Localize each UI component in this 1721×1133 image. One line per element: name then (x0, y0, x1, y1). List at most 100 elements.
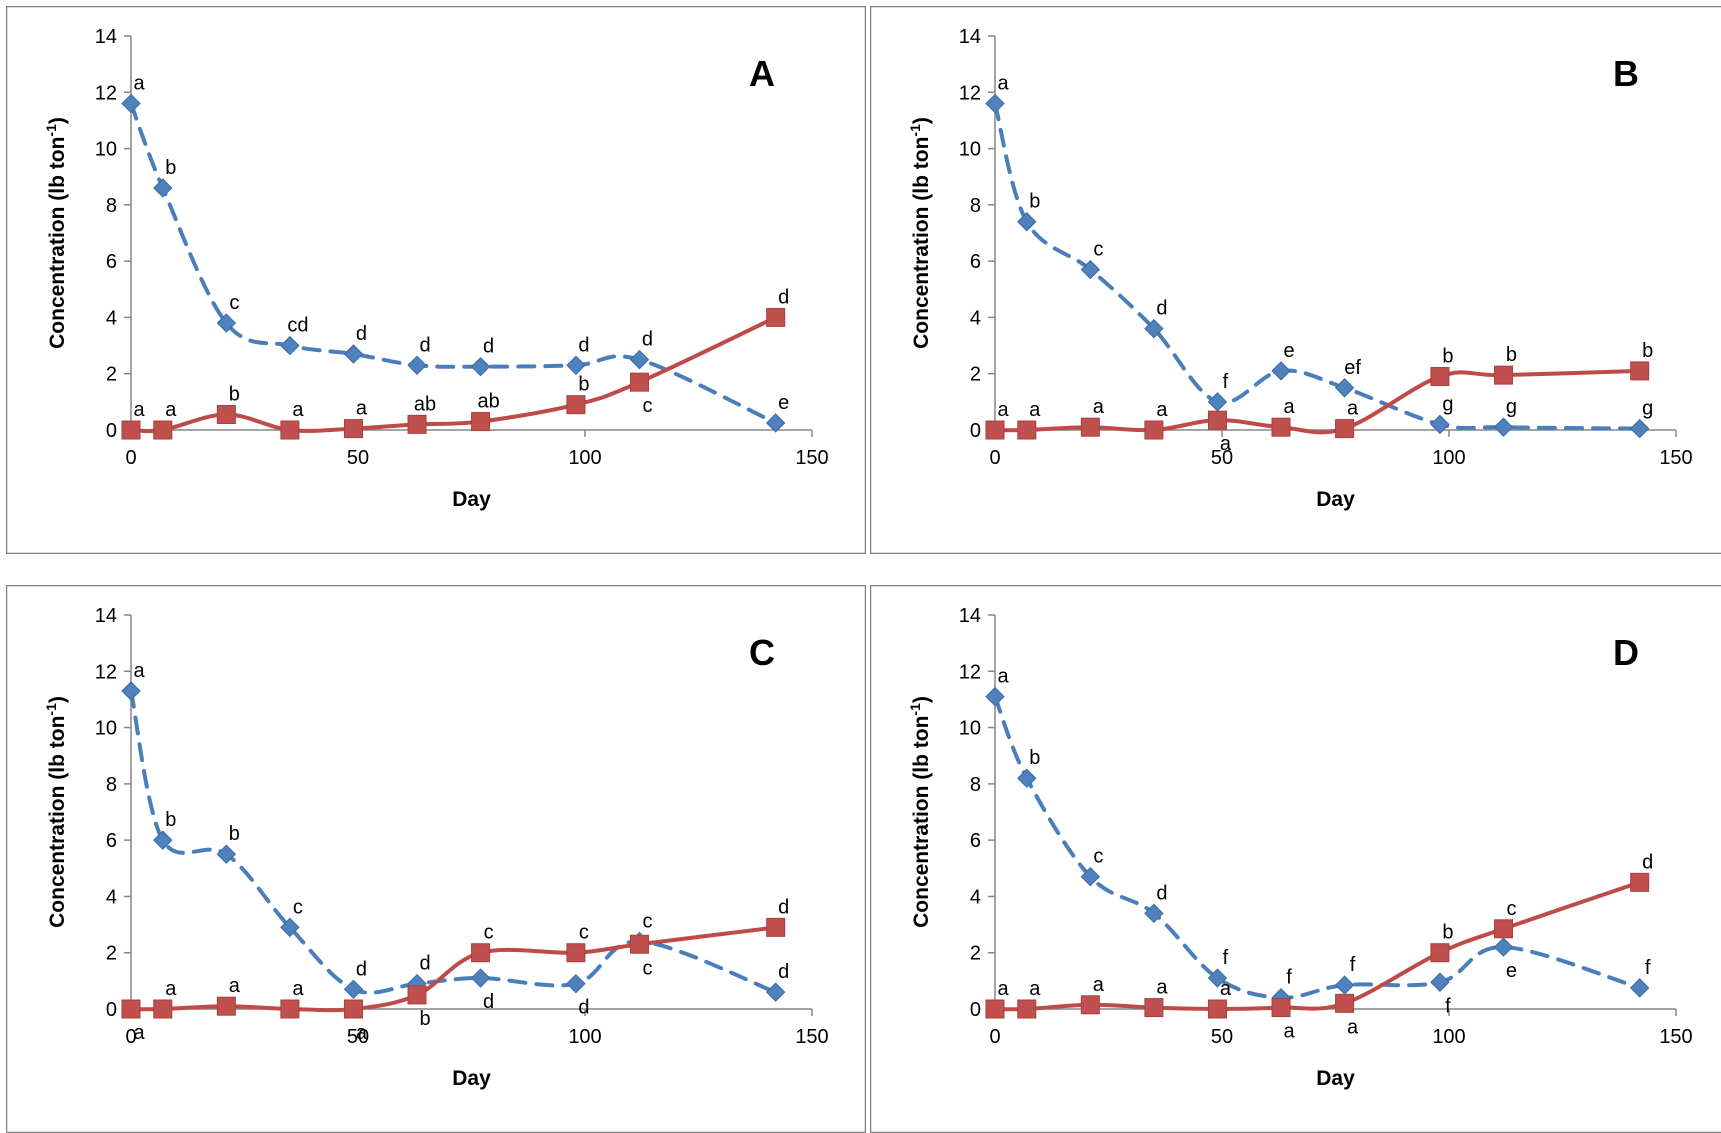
series-solid-marker (1208, 411, 1226, 429)
x-tick-label: 50 (1211, 1026, 1233, 1048)
y-axis-title-superscript: -1 (43, 703, 59, 716)
series-solid-marker (1145, 421, 1163, 439)
series-solid-significance-label: a (1029, 978, 1041, 1000)
y-tick-label: 10 (959, 718, 981, 740)
series-solid-marker (1018, 421, 1036, 439)
series-solid-significance-label: a (356, 1022, 368, 1044)
series-dashed-significance-label: e (778, 392, 789, 414)
series-solid-significance-label: b (1642, 340, 1653, 362)
series-dashed-significance-label: c (1093, 846, 1103, 868)
y-tick-label: 6 (970, 830, 981, 852)
y-tick-label: 6 (970, 251, 981, 273)
x-tick-label: 0 (989, 447, 1000, 469)
series-solid-significance-label: c (579, 922, 589, 944)
y-axis-title: Concentration (lb ton-1) (43, 696, 69, 928)
series-solid-significance-label: c (484, 922, 494, 944)
series-solid-significance-label: a (1156, 977, 1168, 999)
series-dashed-significance-label: f (1445, 995, 1451, 1017)
series-solid-marker (1018, 1000, 1036, 1018)
series-solid-significance-label: ab (414, 393, 436, 415)
series-solid-significance-label: a (1156, 399, 1168, 421)
series-solid-significance-label: b (1442, 346, 1453, 368)
series-dashed-significance-label: b (165, 157, 176, 179)
x-tick-label: 50 (347, 447, 369, 469)
y-axis-title: Concentration (lb ton-1) (907, 117, 933, 349)
series-dashed-significance-label: e (1283, 340, 1294, 362)
series-solid-significance-label: c (642, 957, 652, 979)
series-solid-marker (567, 944, 585, 962)
y-axis-title-main: Concentration (lb ton (910, 716, 933, 928)
y-axis-title-main: Concentration (lb ton (910, 137, 933, 349)
series-solid-marker (986, 421, 1004, 439)
series-solid-significance-label: b (229, 384, 240, 406)
x-axis-title: Day (1316, 488, 1355, 511)
y-axis-title-close: ) (910, 696, 933, 703)
y-tick-label: 14 (95, 26, 117, 48)
y-tick-label: 0 (106, 420, 117, 442)
y-tick-label: 8 (970, 774, 981, 796)
y-tick-label: 12 (959, 661, 981, 683)
series-solid-marker (281, 421, 299, 439)
series-solid-significance-label: b (1506, 344, 1517, 366)
series-solid-marker (767, 308, 785, 326)
series-dashed-significance-label: c (229, 292, 239, 314)
x-tick-label: 100 (1432, 1026, 1465, 1048)
series-dashed-significance-label: d (356, 323, 367, 345)
series-solid-significance-label: a (1220, 433, 1232, 455)
x-tick-label: 0 (125, 447, 136, 469)
y-axis-title-main: Concentration (lb ton (46, 137, 69, 349)
series-dashed-significance-label: g (1642, 398, 1653, 420)
series-solid-significance-label: b (419, 1008, 430, 1030)
series-dashed-significance-label: e (1506, 960, 1517, 982)
series-solid-significance-label: a (1093, 974, 1105, 996)
y-tick-label: 4 (970, 307, 981, 329)
y-tick-label: 2 (970, 943, 981, 965)
series-solid-significance-label: b (578, 374, 589, 396)
series-solid-significance-label: a (229, 975, 241, 997)
series-dashed-significance-label: d (483, 991, 494, 1013)
series-solid-marker (1494, 366, 1512, 384)
y-tick-label: 14 (95, 605, 117, 627)
panel-letter-a: A (749, 53, 775, 94)
series-dashed-significance-label: d (1156, 298, 1167, 320)
series-solid-significance-label: a (1283, 1021, 1295, 1043)
series-dashed-significance-label: a (997, 73, 1009, 95)
series-dashed-significance-label: f (1286, 967, 1292, 989)
series-dashed-significance-label: d (578, 334, 589, 356)
series-solid-significance-label: d (1642, 851, 1653, 873)
y-axis-title-superscript: -1 (43, 124, 59, 137)
series-solid-significance-label: c (642, 395, 652, 417)
series-dashed-significance-label: d (356, 958, 367, 980)
series-dashed-significance-label: ef (1344, 357, 1361, 379)
series-solid-significance-label: b (1442, 922, 1453, 944)
y-tick-label: 0 (970, 420, 981, 442)
x-tick-label: 100 (568, 447, 601, 469)
y-axis-title-close: ) (46, 117, 69, 124)
series-solid-significance-label: a (1347, 398, 1359, 420)
y-tick-label: 6 (106, 251, 117, 273)
series-solid-significance-label: a (997, 978, 1009, 1000)
series-dashed-significance-label: d (1156, 882, 1167, 904)
y-tick-label: 4 (106, 886, 117, 908)
x-axis-title: Day (452, 488, 491, 511)
series-dashed-significance-label: d (419, 334, 430, 356)
panel-letter-b: B (1613, 53, 1639, 94)
series-dashed-significance-label: a (133, 73, 145, 95)
y-tick-label: 4 (970, 886, 981, 908)
series-solid-marker (1208, 1000, 1226, 1018)
series-dashed-significance-label: a (133, 660, 145, 682)
y-axis-title: Concentration (lb ton-1) (907, 696, 933, 928)
series-solid-marker (217, 406, 235, 424)
y-tick-label: 8 (106, 195, 117, 217)
series-solid-marker (1431, 944, 1449, 962)
series-solid-significance-label: a (997, 399, 1009, 421)
y-axis-title-close: ) (910, 117, 933, 124)
x-tick-label: 100 (568, 1026, 601, 1048)
y-axis-title-close: ) (46, 696, 69, 703)
series-solid-marker (281, 1000, 299, 1018)
y-tick-label: 8 (106, 774, 117, 796)
